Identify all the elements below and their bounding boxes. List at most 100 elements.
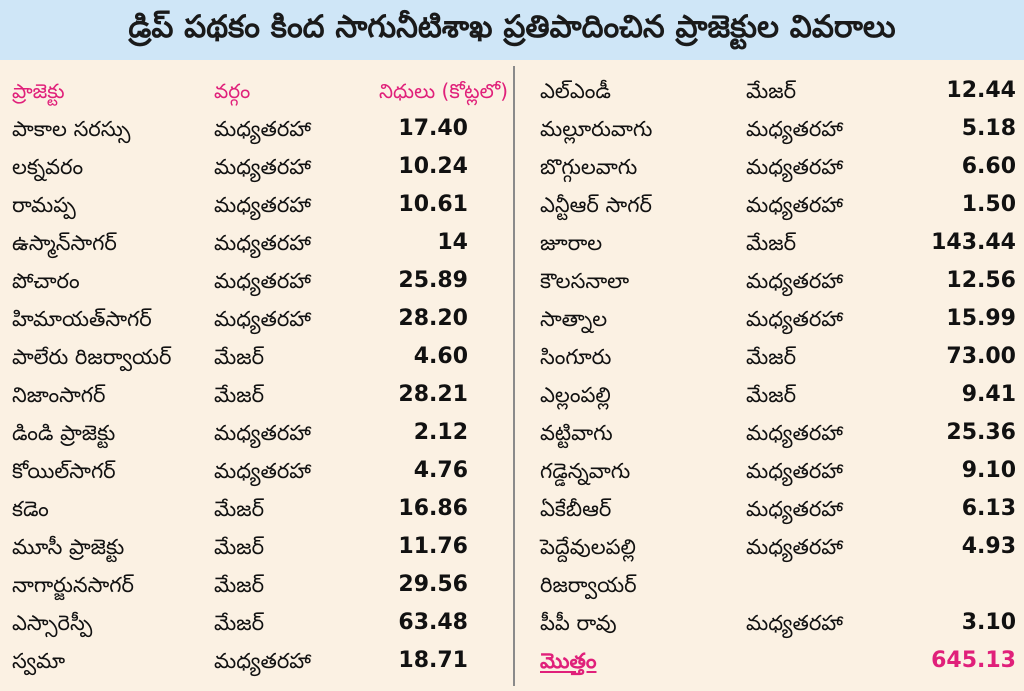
project-name: పాలేరు రిజర్వాయర్: [12, 345, 172, 369]
table-row: నిజాంసాగర్ మేజర్ 28.21: [12, 376, 508, 414]
right-table-body: ఎల్‌ఎండీ మేజర్ 12.44 మల్లూరువాగు మధ్యతరహా 5.1…: [540, 72, 1016, 642]
project-name: ఎల్లంపల్లి: [540, 383, 611, 407]
project-name: ఎస్సారెస్పీ: [12, 611, 93, 635]
project-category: మధ్యతరహా: [214, 117, 311, 141]
project-name: కౌలసనాలా: [540, 269, 630, 293]
project-category: మధ్యతరహా: [214, 193, 311, 217]
project-category: మేజర్: [214, 383, 265, 407]
table-row: గడ్డెన్నవాగు మధ్యతరహా 9.10: [540, 452, 1016, 490]
table-row: కోయిల్‌సాగర్ మధ్యతరహా 4.76: [12, 452, 508, 490]
project-funds: 9.41: [961, 382, 1016, 407]
project-category: మేజర్: [214, 535, 265, 559]
table-row: పాకాల సరస్సు మధ్యతరహా 17.40: [12, 110, 508, 148]
project-category: మధ్యతరహా: [214, 269, 311, 293]
project-category: మధ్యతరహా: [746, 421, 843, 445]
project-category: మధ్యతరహా: [746, 193, 843, 217]
project-name: సింగూరు: [540, 345, 612, 369]
table-row: రామప్ప మధ్యతరహా 10.61: [12, 186, 508, 224]
table-header-row: ప్రాజెక్టు వర్గం నిధులు (కోట్లలో): [12, 72, 508, 110]
project-name: వట్టివాగు: [540, 421, 613, 445]
title-banner: డ్రిప్ పథకం కింద సాగునీటిశాఖ ప్రతిపాదించ…: [0, 0, 1024, 60]
project-funds: 6.60: [961, 154, 1016, 179]
table-row: మల్లూరువాగు మధ్యతరహా 5.18: [540, 110, 1016, 148]
table-row: కడెం మేజర్ 16.86: [12, 490, 508, 528]
header-project: ప్రాజెక్టు: [12, 79, 65, 103]
table-row: పెద్దేవులపల్లి మధ్యతరహా 4.93: [540, 528, 1016, 566]
right-table: ఎల్‌ఎండీ మేజర్ 12.44 మల్లూరువాగు మధ్యతరహా 5.1…: [540, 72, 1016, 680]
project-name: స్వమా: [12, 649, 66, 673]
project-funds: 63.48: [398, 610, 468, 635]
table-row: నాగార్జునసాగర్ మేజర్ 29.56: [12, 566, 508, 604]
project-category: మధ్యతరహా: [746, 269, 843, 293]
table-row: బొగ్గులవాగు మధ్యతరహా 6.60: [540, 148, 1016, 186]
table-row: ఎల్లంపల్లి మేజర్ 9.41: [540, 376, 1016, 414]
left-table-body: పాకాల సరస్సు మధ్యతరహా 17.40 లక్నవరం మధ్యతరహా…: [12, 110, 508, 680]
project-category: మేజర్: [746, 383, 797, 407]
project-funds: 12.56: [946, 268, 1016, 293]
project-name: ఎల్‌ఎండీ: [540, 79, 611, 103]
project-name: మూసీ ప్రాజెక్టు: [12, 535, 125, 559]
project-category: మధ్యతరహా: [746, 155, 843, 179]
table-row: కౌలసనాలా మధ్యతరహా 12.56: [540, 262, 1016, 300]
project-funds: 10.61: [398, 192, 468, 217]
project-category: మేజర్: [746, 345, 797, 369]
project-funds: 4.76: [413, 458, 468, 483]
project-category: మధ్యతరహా: [214, 231, 311, 255]
project-category: మేజర్: [746, 79, 797, 103]
project-funds: 6.13: [961, 496, 1016, 521]
project-funds: 143.44: [931, 230, 1016, 255]
project-category: మధ్యతరహా: [214, 459, 311, 483]
project-name: డిండి ప్రాజెక్టు: [12, 421, 116, 445]
page-title: డ్రిప్ పథకం కింద సాగునీటిశాఖ ప్రతిపాదించ…: [128, 8, 896, 45]
total-value: 645.13: [931, 648, 1016, 673]
project-name: సాత్నాల: [540, 307, 608, 331]
project-category: మధ్యతరహా: [746, 459, 843, 483]
project-name: నాగార్జునసాగర్: [12, 573, 134, 597]
project-funds: 4.93: [961, 534, 1016, 559]
table-row: రిజర్వాయర్: [540, 566, 1016, 604]
table-row: లక్నవరం మధ్యతరహా 10.24: [12, 148, 508, 186]
project-name: కడెం: [12, 497, 49, 521]
project-funds: 16.86: [398, 496, 468, 521]
project-name: జూరాల: [540, 231, 603, 255]
header-category: వర్గం: [214, 79, 251, 103]
table-row: ఉస్మాన్‌సాగర్ మధ్యతరహా 14: [12, 224, 508, 262]
project-category: మధ్యతరహా: [746, 117, 843, 141]
project-funds: 1.50: [961, 192, 1016, 217]
project-funds: 17.40: [398, 116, 468, 141]
project-name: పెద్దేవులపల్లి: [540, 535, 636, 559]
project-category: మధ్యతరహా: [746, 307, 843, 331]
table-row: పీపీ రావు మధ్యతరహా 3.10: [540, 604, 1016, 642]
project-name: రిజర్వాయర్: [540, 573, 637, 597]
project-funds: 18.71: [398, 648, 468, 673]
project-funds: 15.99: [946, 306, 1016, 331]
project-funds: 5.18: [961, 116, 1016, 141]
project-category: మధ్యతరహా: [214, 421, 311, 445]
table-row: ఎన్టీఆర్ సాగర్ మధ్యతరహా 1.50: [540, 186, 1016, 224]
project-funds: 28.21: [398, 382, 468, 407]
project-category: మధ్యతరహా: [746, 611, 843, 635]
table-row: పోచారం మధ్యతరహా 25.89: [12, 262, 508, 300]
table-row: స్వమా మధ్యతరహా 18.71: [12, 642, 508, 680]
total-label: మొత్తం: [540, 649, 597, 673]
project-funds: 14: [437, 230, 468, 255]
project-category: మేజర్: [214, 345, 265, 369]
project-name: కోయిల్‌సాగర్: [12, 459, 116, 483]
table-row: హిమాయత్‌సాగర్ మధ్యతరహా 28.20: [12, 300, 508, 338]
project-category: మేజర్: [214, 573, 265, 597]
table-row: ఎస్సారెస్పీ మేజర్ 63.48: [12, 604, 508, 642]
project-name: లక్నవరం: [12, 155, 84, 179]
project-funds: 28.20: [398, 306, 468, 331]
total-row: మొత్తం 645.13: [540, 642, 1016, 680]
project-name: నిజాంసాగర్: [12, 383, 106, 407]
project-funds: 2.12: [413, 420, 468, 445]
project-funds: 11.76: [398, 534, 468, 559]
project-category: మధ్యతరహా: [214, 307, 311, 331]
column-divider: [513, 66, 515, 686]
project-name: పోచారం: [12, 269, 80, 293]
project-funds: 4.60: [413, 344, 468, 369]
project-category: మేజర్: [214, 611, 265, 635]
project-category: మధ్యతరహా: [746, 535, 843, 559]
project-name: మల్లూరువాగు: [540, 117, 653, 141]
